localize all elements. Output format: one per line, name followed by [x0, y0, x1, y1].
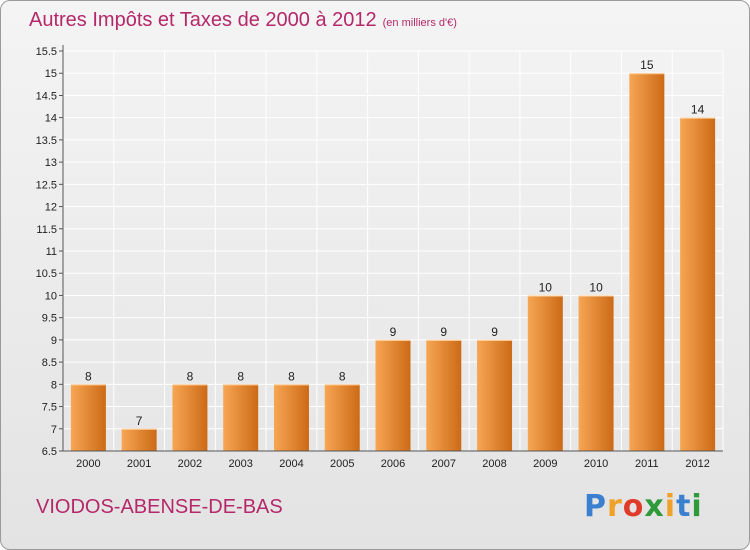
- bar-2003[interactable]: [223, 384, 259, 451]
- bar-2000[interactable]: [70, 384, 106, 451]
- data-label: 8: [339, 369, 346, 383]
- y-tick-label: 9: [51, 335, 57, 347]
- bar-2006[interactable]: [375, 339, 411, 451]
- data-label: 8: [85, 369, 92, 383]
- bar-2007[interactable]: [426, 339, 462, 451]
- data-label: 14: [691, 103, 705, 117]
- x-tick-label: 2009: [533, 458, 557, 470]
- y-tick-label: 12.5: [36, 179, 57, 191]
- bars: 8 7 8 8 8 8 9 9 9 10 10 15 14: [70, 58, 716, 452]
- bar-2005[interactable]: [324, 384, 360, 451]
- y-tick-label: 6.5: [42, 446, 57, 458]
- y-tick-label: 7.5: [42, 402, 57, 414]
- y-tick-label: 8.5: [42, 357, 57, 369]
- logo-letter: i: [691, 489, 703, 524]
- axes: 6.5 7 7.5 8 8.5 9 9.5 10 10.5 11 11.5 12 12.5 13 13.5 1…: [36, 45, 723, 470]
- proxiti-logo[interactable]: Proxiti: [584, 489, 703, 524]
- data-label: 10: [539, 280, 553, 294]
- x-tick-label: 2007: [432, 458, 456, 470]
- y-tick-label: 15.5: [36, 46, 57, 58]
- y-tick-label: 10: [45, 290, 57, 302]
- x-tick-label: 2001: [127, 458, 151, 470]
- bar-2001[interactable]: [121, 428, 157, 451]
- data-label: 10: [589, 280, 603, 294]
- x-tick-label: 2005: [330, 458, 354, 470]
- logo-letter: i: [664, 489, 677, 524]
- bar-2011[interactable]: [629, 73, 665, 451]
- x-tick-label: 2008: [482, 458, 506, 470]
- x-tick-label: 2000: [76, 458, 100, 470]
- title-text: Autres Impôts et Taxes de 2000 à 2012: [29, 9, 377, 31]
- bar-2004[interactable]: [273, 384, 309, 451]
- x-tick-label: 2004: [279, 458, 303, 470]
- y-tick-label: 13: [45, 157, 57, 169]
- y-tick-label: 7: [51, 424, 57, 436]
- x-tick-label: 2006: [381, 458, 405, 470]
- y-tick-label: 11.5: [36, 224, 57, 236]
- bar-2012[interactable]: [680, 117, 716, 452]
- logo-letter: P: [584, 489, 607, 524]
- chart-title: Autres Impôts et Taxes de 2000 à 2012 (en…: [29, 9, 457, 32]
- logo-letter: o: [622, 489, 645, 524]
- y-tick-label: 9.5: [42, 313, 57, 325]
- bar-2009[interactable]: [527, 295, 563, 451]
- x-tick-label: 2012: [685, 458, 709, 470]
- data-label: 7: [136, 414, 143, 428]
- data-label: 8: [187, 369, 194, 383]
- data-label: 9: [440, 325, 447, 339]
- data-label: 8: [237, 369, 244, 383]
- x-tick-label: 2002: [178, 458, 202, 470]
- y-tick-label: 10.5: [36, 268, 57, 280]
- y-tick-label: 11: [46, 246, 57, 258]
- y-tick-label: 14: [45, 113, 57, 125]
- y-tick-label: 8: [51, 379, 57, 391]
- y-tick-label: 12: [45, 202, 57, 214]
- location-name: VIODOS-ABENSE-DE-BAS: [36, 496, 283, 518]
- y-tick-label: 14.5: [36, 90, 57, 102]
- title-unit: (en milliers d'€): [382, 17, 457, 29]
- y-tick-label: 13.5: [36, 135, 57, 147]
- logo-letter: r: [607, 489, 623, 524]
- logo-letter: x: [644, 489, 665, 524]
- x-tick-label: 2003: [228, 458, 252, 470]
- data-label: 15: [640, 58, 654, 72]
- logo-letter: t: [676, 489, 692, 524]
- x-tick-label: 2010: [584, 458, 608, 470]
- x-tick-label: 2011: [635, 458, 659, 470]
- data-label: 8: [288, 369, 295, 383]
- data-label: 9: [491, 325, 498, 339]
- data-label: 9: [390, 325, 397, 339]
- bar-2008[interactable]: [477, 339, 513, 451]
- bar-2002[interactable]: [172, 384, 208, 451]
- bar-2010[interactable]: [578, 295, 614, 451]
- y-tick-label: 15: [45, 68, 57, 80]
